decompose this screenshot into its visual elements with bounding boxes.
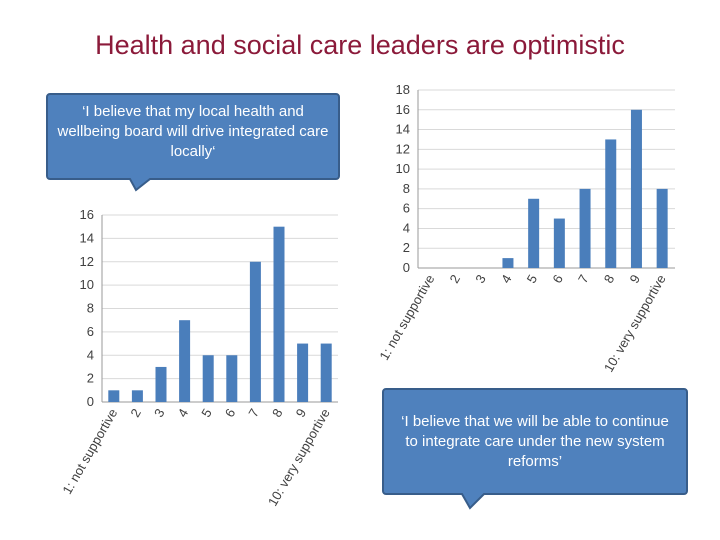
- y-tick-label: 8: [87, 301, 94, 316]
- bar-10: [656, 188, 668, 268]
- callout-left-shape: [46, 93, 340, 192]
- x-tick-label: 3: [472, 272, 489, 286]
- y-tick-label: 0: [403, 260, 410, 275]
- callout-left: ‘I believe that my local health and well…: [46, 92, 340, 192]
- slide-title: Health and social care leaders are optim…: [95, 30, 625, 60]
- x-tick-label: 8: [601, 272, 618, 286]
- callout-right-shape: [382, 388, 688, 510]
- y-tick-label: 2: [403, 240, 410, 255]
- bar-8: [273, 226, 285, 402]
- x-tick-label: 4: [498, 272, 515, 286]
- bar-8: [605, 139, 617, 268]
- x-tick-label: 1: not supportive: [376, 272, 437, 363]
- bar-5: [528, 198, 540, 268]
- y-tick-label: 16: [396, 102, 410, 117]
- y-tick-label: 6: [87, 324, 94, 339]
- y-tick-label: 14: [396, 122, 410, 137]
- bar-6: [226, 355, 238, 402]
- bar-4: [179, 320, 191, 402]
- x-tick-label: 6: [549, 272, 566, 286]
- y-tick-label: 0: [87, 394, 94, 409]
- x-tick-label: 7: [575, 272, 592, 286]
- bar-6: [553, 218, 565, 268]
- y-tick-label: 14: [80, 230, 94, 245]
- y-tick-label: 16: [80, 207, 94, 222]
- bar-4: [502, 258, 514, 268]
- x-tick-label: 5: [524, 272, 541, 286]
- bar-5: [202, 355, 214, 402]
- y-tick-label: 12: [396, 141, 410, 156]
- y-tick-label: 4: [403, 220, 410, 235]
- bar-9: [297, 343, 309, 402]
- y-tick-label: 2: [87, 371, 94, 386]
- bar-2: [131, 390, 143, 402]
- bar-9: [630, 109, 642, 269]
- y-tick-label: 4: [87, 347, 94, 362]
- bar-7: [579, 188, 591, 268]
- bar-7: [249, 261, 261, 402]
- callout-left-text: ‘I believe that my local health and well…: [57, 103, 329, 160]
- bar-1: [108, 390, 120, 402]
- x-tick-label: 9: [626, 272, 643, 286]
- y-tick-label: 12: [80, 254, 94, 269]
- bar-10: [320, 343, 332, 402]
- bar-3: [155, 366, 167, 402]
- y-tick-label: 10: [396, 161, 410, 176]
- x-tick-label: 10: very supportive: [601, 272, 669, 375]
- y-tick-label: 18: [396, 82, 410, 97]
- callout-right-text: ‘I believe that we will be able to conti…: [401, 413, 669, 470]
- y-tick-label: 10: [80, 277, 94, 292]
- y-tick-label: 8: [403, 181, 410, 196]
- callout-right: ‘I believe that we will be able to conti…: [382, 388, 688, 510]
- y-tick-label: 6: [403, 201, 410, 216]
- x-tick-label: 2: [447, 272, 464, 286]
